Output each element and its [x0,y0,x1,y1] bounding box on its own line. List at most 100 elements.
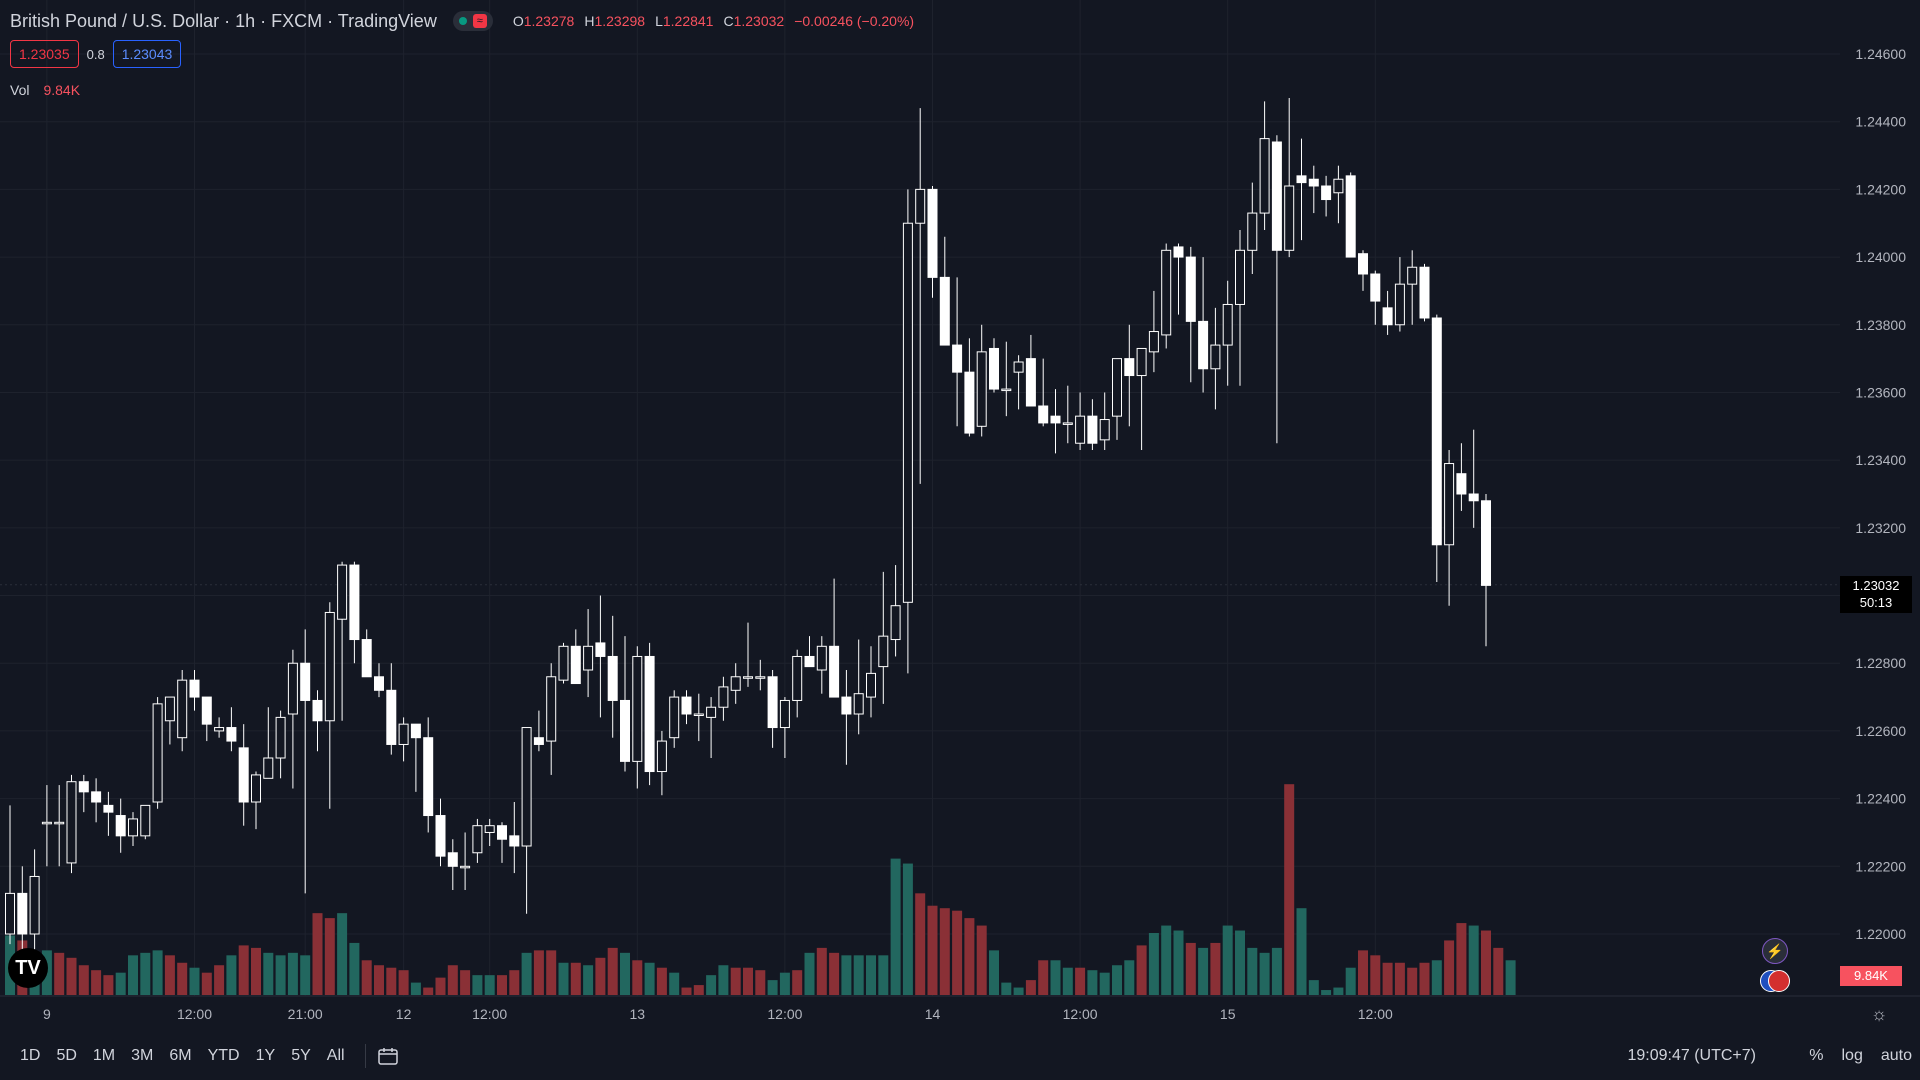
candle-body-down [533,737,544,745]
candle [115,798,126,853]
candle [632,646,643,789]
candle [1382,290,1393,335]
market-open-dot-icon [458,17,467,25]
candle [78,774,89,813]
volume-bar [1050,960,1061,995]
economic-event-flags-icon[interactable] [1760,968,1790,992]
candle-body-up [558,645,569,681]
candle [521,727,532,914]
chart-settings-gear-icon[interactable]: ☼ [1870,1004,1888,1024]
volume-bar [460,970,471,995]
candle-body-down [989,347,999,390]
candle-body-down [804,655,815,668]
symbol-title[interactable]: British Pound / U.S. Dollar · 1h · FXCM … [10,10,437,31]
volume-bar [1284,784,1295,995]
candle [779,697,790,758]
volume-bar [1407,967,1418,995]
candle-body-down [964,371,975,434]
volume-bar [1271,947,1282,995]
candle [644,642,655,786]
candle [767,670,778,748]
candle-body-up [706,706,717,718]
log-scale-button[interactable]: log [1841,1047,1863,1064]
volume-bar [214,965,225,995]
timeframe-button-6m[interactable]: 6M [169,1047,192,1064]
candle-body-down [300,662,311,701]
candle-body-up [275,716,286,759]
timeframe-button-3m[interactable]: 3M [131,1047,154,1064]
candle-body-down [1431,317,1442,546]
timeframe-button-all[interactable]: All [326,1047,345,1064]
clock-timezone[interactable]: 19:09:47 (UTC+7) [1627,1047,1756,1064]
market-status[interactable]: ≈ [452,11,493,31]
price-chart[interactable]: 1.24600 1.24400 1.24200 1.24000 1.23800 1.236… [0,0,1920,1032]
last-price-tag: 1.23032 50:13 [1840,576,1912,613]
change-value: −0.00246 (−0.20%) [794,13,915,29]
candle [386,663,397,755]
volume-bar [866,955,876,995]
buy-button[interactable]: 1.23043 [112,40,182,68]
candle [1284,98,1295,258]
candle [312,690,323,752]
timeframe-button-1m[interactable]: 1M [92,1047,116,1064]
go-to-date-calendar-icon[interactable] [377,1047,398,1065]
candle [1235,230,1245,386]
candle [706,697,717,758]
volume-bar [1419,962,1430,995]
candle-body-down [1370,273,1381,302]
candle-body-down [410,723,421,739]
volume-bar [1136,945,1147,995]
toolbar-divider [364,1044,366,1068]
event-lightning-icon[interactable]: ⚡ [1762,938,1788,964]
ohlc-legend: O1.23278 H1.23298 L1.22841 C1.23032 −0.0… [513,13,914,29]
candle-body-up [177,679,188,739]
candle [1481,494,1491,647]
candle [103,791,114,836]
volume-bar [644,962,655,995]
candle [1087,399,1098,450]
candle-body-up [337,564,348,620]
candle [976,324,987,437]
volume-bar [570,962,581,995]
candle-body-up [1148,331,1159,353]
timeframe-button-1y[interactable]: 1Y [255,1047,276,1064]
volume-bar [140,952,151,995]
candle [324,602,335,809]
candle-body-down [226,727,237,742]
candle-body-up [890,605,901,641]
volume-bar [1038,960,1049,995]
candle-body-up [484,825,495,833]
candle-body-down [1358,253,1368,275]
volume-bar [1013,987,1024,995]
volume-legend[interactable]: Vol 9.84K [10,82,80,98]
timeframe-button-ytd[interactable]: YTD [207,1047,240,1064]
price-tick-label: 1.24600 [1855,46,1906,62]
tradingview-logo-icon[interactable]: TV [8,948,48,988]
timeframe-button-5d[interactable]: 5D [56,1047,77,1064]
time-tick-label: 9 [43,1006,51,1022]
percent-scale-button[interactable]: % [1809,1047,1824,1064]
volume-bar [558,962,569,995]
candle [1062,385,1073,444]
candle [866,646,876,718]
timeframe-button-1d[interactable]: 1D [20,1047,41,1064]
candle [755,659,766,691]
candle [546,663,557,775]
candle [1050,389,1061,454]
candle [939,236,950,346]
sell-button[interactable]: 1.23035 [10,40,79,68]
candle-body-down [1382,307,1393,326]
candle-body-down [17,892,28,935]
volume-bar [238,945,249,995]
auto-scale-button[interactable]: auto [1880,1047,1912,1064]
candle [1370,270,1381,325]
candle [300,629,311,894]
volume-bar [251,947,261,995]
candle [952,277,963,427]
timeframe-button-5y[interactable]: 5Y [291,1047,311,1064]
candle-body-up [718,686,729,708]
volume-bar [1112,965,1122,995]
volume-bar [829,952,840,995]
candle [558,642,569,684]
volume-bar [386,967,397,995]
